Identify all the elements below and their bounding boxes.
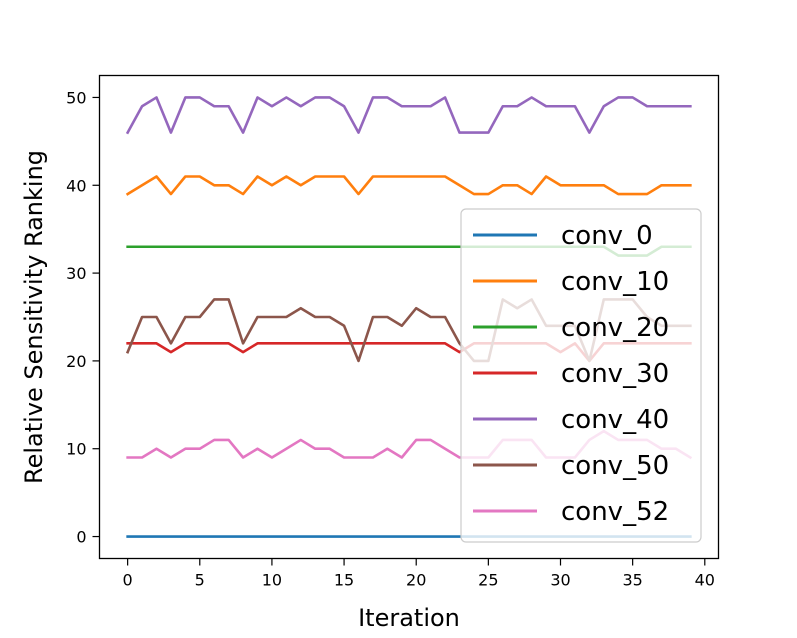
legend-label: conv_10 [561,267,669,297]
series-line-conv-10 [125,175,692,196]
y-axis: 0 10 20 30 40 50 [66,88,100,547]
legend-label: conv_20 [561,313,669,343]
y-tick-label: 40 [66,176,86,195]
x-tick-label: 20 [406,571,426,590]
series-line-conv-40 [125,96,692,135]
plot-frame [98,74,720,560]
y-tick-label: 30 [66,264,86,283]
x-tick-label: 0 [123,571,133,590]
x-axis: 0 5 10 15 20 25 30 35 40 [123,558,715,590]
y-tick-label: 50 [66,88,86,107]
x-tick-label: 30 [550,571,570,590]
x-tick-label: 15 [334,571,354,590]
x-tick-label: 35 [622,571,642,590]
x-tick-label: 25 [478,571,498,590]
y-axis-title: Relative Sensitivity Ranking [20,150,48,484]
legend-label: conv_40 [561,405,669,435]
y-tick-label: 20 [66,352,86,371]
x-tick-label: 5 [195,571,205,590]
x-axis-title: Iteration [358,604,460,632]
legend: conv_0 conv_10 conv_20 conv_30 conv_40 conv_5… [460,208,702,543]
legend-label: conv_0 [561,221,653,251]
legend-box [460,208,702,543]
x-tick-label: 40 [695,571,715,590]
y-tick-label: 0 [76,528,86,547]
y-tick-label: 10 [66,440,86,459]
legend-label: conv_52 [561,497,669,527]
legend-label: conv_30 [561,359,669,389]
x-tick-label: 10 [262,571,282,590]
legend-label: conv_50 [561,451,669,481]
